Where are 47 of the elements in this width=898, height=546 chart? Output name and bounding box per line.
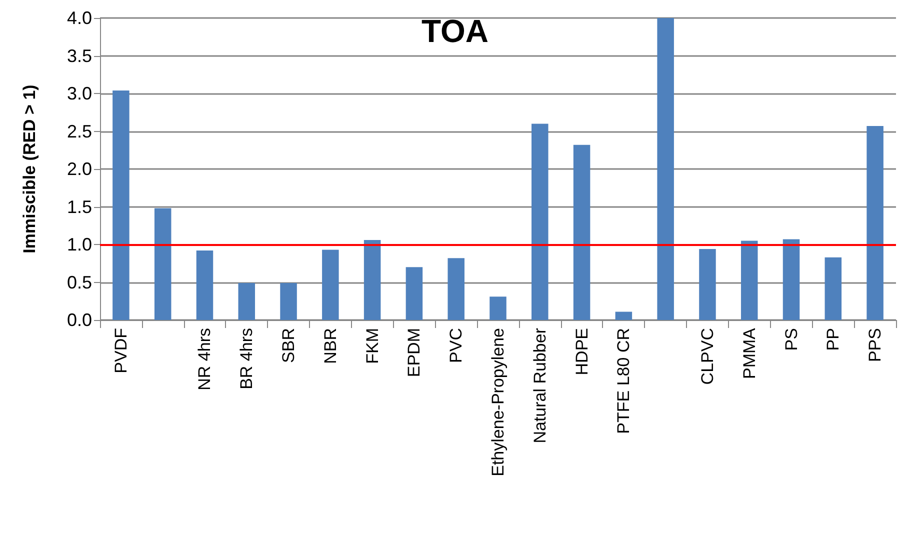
x-tick-label: PMMA: [740, 327, 759, 379]
x-tick-label: NR 4hrs: [195, 328, 214, 390]
bar: [154, 208, 172, 320]
y-tick-label: 4.0: [66, 8, 92, 28]
bar: [112, 90, 130, 320]
bar: [364, 240, 381, 320]
x-tick-label: PVDF: [111, 328, 130, 374]
bar: [196, 250, 214, 320]
x-tick-label: PPS: [866, 328, 885, 362]
y-tick-label: 3.5: [66, 46, 92, 66]
bar: [866, 126, 884, 320]
bar: [448, 258, 464, 320]
x-tick-label: PVC: [446, 328, 466, 363]
bar: [406, 267, 423, 320]
x-tick-label: Natural Rubber: [530, 328, 550, 444]
bar: [322, 250, 339, 320]
bar: [740, 240, 758, 320]
x-tick-label: BR 4hrs: [237, 328, 256, 390]
y-tick-label: 2.5: [66, 121, 92, 142]
bar: [238, 283, 256, 320]
x-tick-label: EPDM: [404, 328, 424, 378]
bar: [782, 239, 800, 320]
chart-title: TOA: [422, 13, 488, 49]
y-tick-label: 1.5: [66, 196, 92, 217]
y-tick-label: 3.0: [66, 84, 92, 104]
x-tick-label: Ethylene-Propylene: [488, 328, 508, 476]
y-tick-label: 1.0: [66, 234, 92, 254]
y-tick-label: 0.0: [66, 310, 92, 330]
bar: [280, 283, 297, 320]
bar: [532, 124, 548, 320]
x-tick-label: NBR: [320, 328, 340, 364]
x-tick-label: PP: [824, 328, 843, 351]
y-tick-label: 2.0: [66, 159, 92, 179]
x-tick-label: PTFE L80 CR: [614, 328, 634, 434]
bar: [657, 18, 674, 320]
x-tick-label: HDPE: [572, 328, 592, 376]
y-tick-label: 0.5: [66, 272, 92, 292]
bar: [699, 249, 716, 320]
x-tick-label: SBR: [279, 328, 298, 363]
x-tick-label: PS: [782, 328, 801, 351]
bar: [490, 296, 506, 320]
bar: [615, 312, 632, 320]
y-axis-title: Immiscible (RED > 1): [20, 84, 39, 254]
bar: [573, 144, 590, 320]
x-tick-label: FKM: [362, 328, 382, 364]
bar: [824, 257, 842, 320]
x-tick-label: CLPVC: [698, 328, 717, 385]
